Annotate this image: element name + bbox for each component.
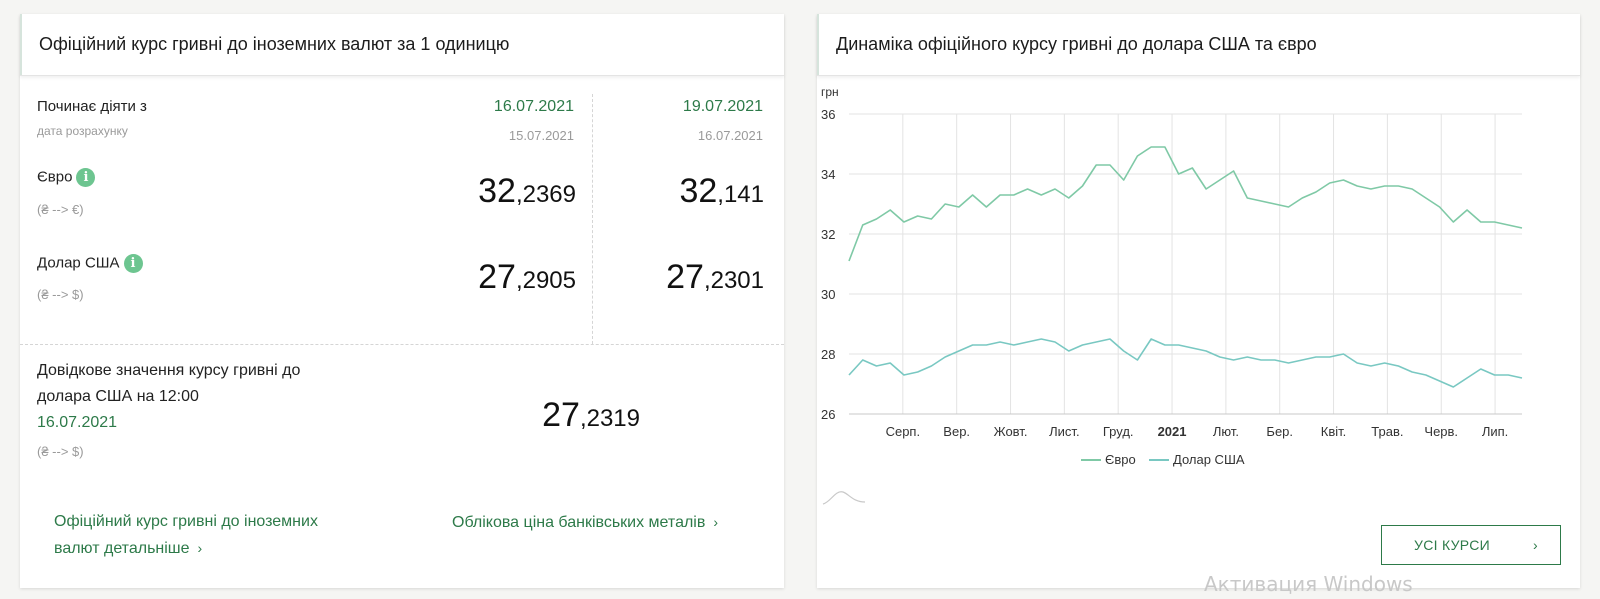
col1-usd-int: 27: [478, 258, 516, 296]
chart-legend: Євро Долар США: [1081, 452, 1245, 467]
usd-row-label: Долар США i: [37, 254, 143, 273]
metals-chevron-icon: ›: [713, 514, 719, 530]
x-tick-label: Вер.: [943, 424, 970, 439]
official-rates-card: Офіційний курс гривні до іноземних валют…: [20, 14, 784, 588]
col2-euro-rate: 32,141: [580, 172, 764, 211]
y-tick-label: 36: [821, 107, 835, 122]
details-link[interactable]: Офіційний курс гривні до іноземних валют…: [54, 509, 318, 562]
y-tick-label: 28: [821, 347, 835, 362]
column-divider: [592, 94, 593, 344]
y-axis-label: грн: [821, 85, 839, 99]
details-link-line1: Офіційний курс гривні до іноземних: [54, 513, 318, 530]
metals-link-label: Облікова ціна банківських металів: [452, 514, 706, 531]
chart-navigator-mini[interactable]: [822, 491, 866, 505]
section-divider: [20, 344, 784, 345]
usd-pair: (₴ --> $): [37, 287, 84, 302]
x-tick-label: Жовт.: [994, 424, 1028, 439]
col2-usd-frac: ,2301: [703, 267, 764, 294]
all-rates-button[interactable]: УСІ КУРСИ ›: [1381, 525, 1561, 565]
chart-series: [848, 146, 1523, 388]
x-tick-label: Трав.: [1371, 424, 1403, 439]
reference-pair: (₴ --> $): [37, 444, 84, 459]
col2-usd-int: 27: [666, 258, 704, 296]
series-line-0[interactable]: [848, 146, 1523, 262]
col1-euro-frac: ,2369: [515, 181, 576, 208]
col2-euro-int: 32: [679, 172, 718, 210]
details-link-line2: валют детальніше: [54, 540, 190, 557]
y-tick-label: 30: [821, 287, 835, 302]
reference-frac: ,2319: [579, 405, 640, 432]
x-tick-label: Лип.: [1482, 424, 1508, 439]
all-rates-button-label: УСІ КУРСИ: [1414, 537, 1491, 553]
euro-row-label: Євро i: [37, 168, 96, 187]
reference-date: 16.07.2021: [37, 414, 118, 431]
rates-dynamics-card: Динаміка офіційного курсу гривні до дола…: [817, 14, 1580, 588]
col2-euro-frac: ,141: [717, 181, 764, 208]
reference-line2: долара США на 12:00: [37, 388, 199, 405]
reference-int: 27: [542, 396, 580, 434]
calc-date-label: дата розрахунку: [37, 124, 128, 138]
details-chevron-icon: ›: [197, 540, 203, 556]
x-tick-label: Черв.: [1424, 424, 1458, 439]
chart-grid: [849, 113, 1522, 415]
legend-item-label[interactable]: Євро: [1105, 452, 1136, 467]
usd-info-icon[interactable]: i: [123, 254, 143, 273]
col1-date: 16.07.2021: [493, 98, 574, 115]
series-line-1[interactable]: [848, 338, 1523, 388]
x-tick-label: Лист.: [1049, 424, 1079, 439]
x-tick-label: Серп.: [886, 424, 921, 439]
y-tick-label: 32: [821, 227, 835, 242]
euro-info-icon[interactable]: i: [76, 168, 96, 187]
col1-euro-rate: 32,2369: [390, 172, 576, 211]
x-tick-label: Груд.: [1103, 424, 1134, 439]
x-tick-label: Бер.: [1266, 424, 1293, 439]
col1-euro-int: 32: [478, 172, 516, 210]
rates-chart: 26 28 30 32 34 36 грн Серп. Вер. Жовт. Лист. Груд. 2…: [821, 85, 1523, 505]
col1-usd-rate: 27,2905: [390, 258, 576, 297]
x-tick-label: 2021: [1158, 424, 1187, 439]
euro-pair: (₴ --> €): [37, 202, 84, 217]
y-tick-label: 26: [821, 407, 835, 422]
rates-dynamics-title: Динаміка офіційного курсу гривні до дола…: [817, 14, 1580, 76]
col2-date: 19.07.2021: [682, 98, 763, 115]
col2-calc-date: 16.07.2021: [697, 128, 763, 143]
reference-block: Довідкове значення курсу гривні до долар…: [37, 358, 300, 436]
windows-activation-watermark: Активация Windows: [1204, 572, 1413, 596]
euro-label: Євро: [37, 168, 73, 186]
col2-usd-rate: 27,2301: [580, 258, 764, 297]
reference-line1: Довідкове значення курсу гривні до: [37, 362, 301, 379]
reference-rate: 27,2319: [440, 396, 640, 435]
starts-label: Починає діяти з: [37, 98, 147, 115]
x-tick-label: Квіт.: [1321, 424, 1347, 439]
x-tick-label: Лют.: [1213, 424, 1239, 439]
chart-axes: 26 28 30 32 34 36 грн Серп. Вер. Жовт. Лист. Груд. 2…: [821, 85, 1522, 439]
y-tick-label: 34: [821, 167, 835, 182]
legend-item-label[interactable]: Долар США: [1173, 452, 1245, 467]
metals-link[interactable]: Облікова ціна банківських металів ›: [452, 509, 718, 536]
usd-label: Долар США: [37, 254, 120, 272]
col1-usd-frac: ,2905: [515, 267, 576, 294]
official-rates-title: Офіційний курс гривні до іноземних валют…: [20, 14, 784, 76]
col1-calc-date: 15.07.2021: [508, 128, 574, 143]
all-rates-chevron-icon: ›: [1533, 537, 1538, 553]
